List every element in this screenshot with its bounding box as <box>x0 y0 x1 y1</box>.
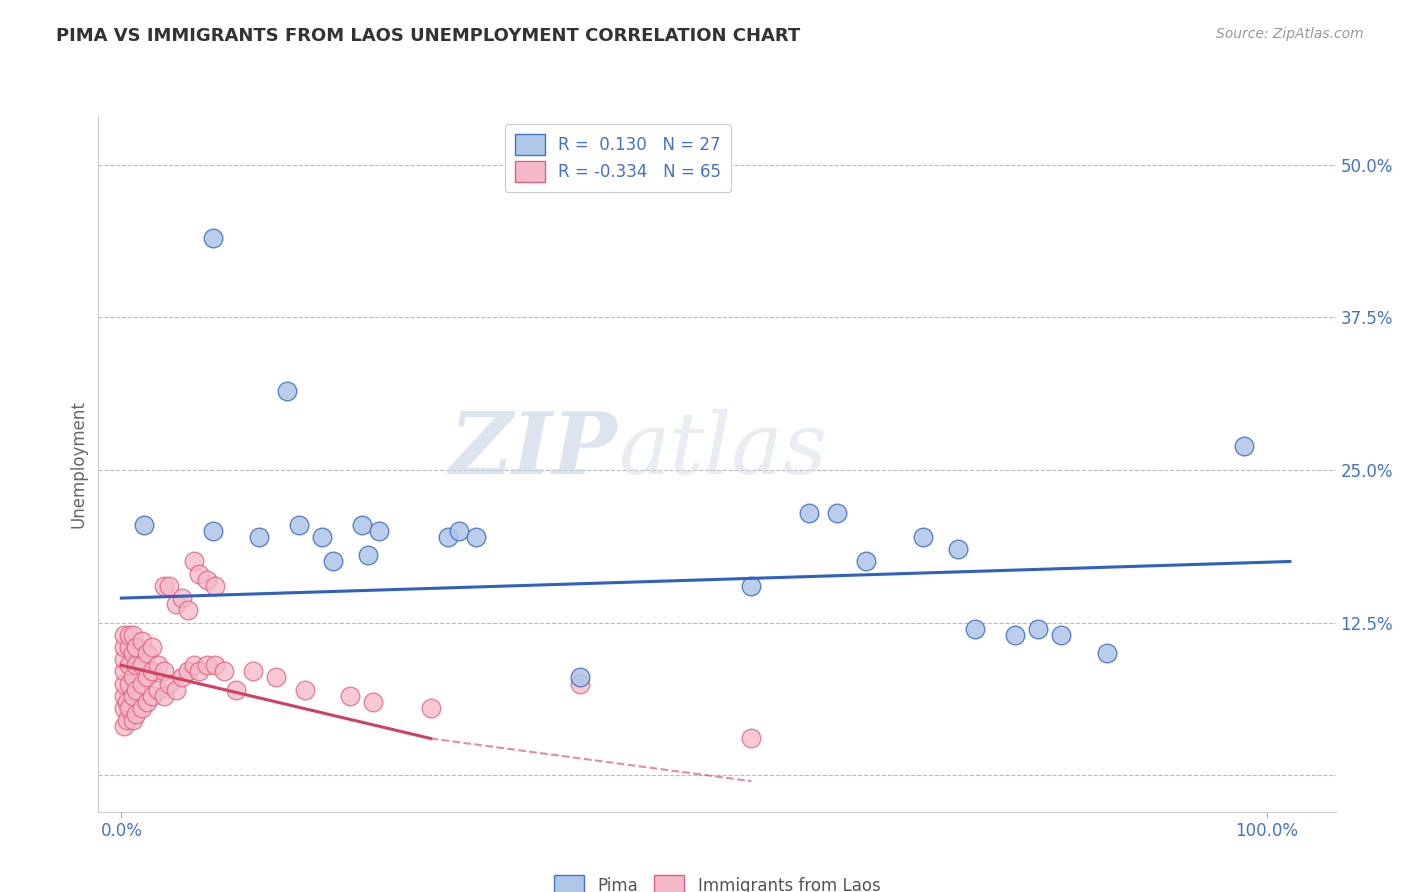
Point <box>112 701 135 715</box>
Point <box>740 579 762 593</box>
Point <box>112 689 135 703</box>
Point <box>141 640 163 654</box>
Point <box>112 665 135 679</box>
Point <box>121 689 143 703</box>
Point <box>1049 628 1071 642</box>
Point <box>118 701 141 715</box>
Point <box>112 676 135 690</box>
Text: ZIP: ZIP <box>450 409 619 491</box>
Point <box>946 542 969 557</box>
Point <box>125 682 148 697</box>
Point <box>165 682 187 697</box>
Point <box>112 628 135 642</box>
Point <box>177 665 200 679</box>
Point <box>201 524 224 538</box>
Point <box>1095 646 1118 660</box>
Point <box>159 579 181 593</box>
Point <box>1004 628 1026 642</box>
Point <box>177 603 200 617</box>
Point <box>115 713 138 727</box>
Point <box>188 665 211 679</box>
Point <box>118 640 141 654</box>
Point <box>294 682 316 697</box>
Point <box>141 689 163 703</box>
Point <box>159 676 181 690</box>
Point <box>363 695 385 709</box>
Point <box>264 670 287 684</box>
Text: PIMA VS IMMIGRANTS FROM LAOS UNEMPLOYMENT CORRELATION CHART: PIMA VS IMMIGRANTS FROM LAOS UNEMPLOYMEN… <box>56 27 800 45</box>
Point <box>112 652 135 666</box>
Point <box>225 682 247 697</box>
Point <box>247 530 270 544</box>
Point <box>827 506 849 520</box>
Point <box>135 646 157 660</box>
Point <box>121 628 143 642</box>
Point <box>188 566 211 581</box>
Point <box>131 701 153 715</box>
Point <box>125 658 148 673</box>
Point <box>204 579 226 593</box>
Point <box>855 554 877 568</box>
Point <box>131 633 153 648</box>
Point <box>204 658 226 673</box>
Point <box>311 530 333 544</box>
Y-axis label: Unemployment: Unemployment <box>69 400 87 528</box>
Point <box>115 695 138 709</box>
Point <box>146 682 169 697</box>
Point <box>568 670 591 684</box>
Text: Source: ZipAtlas.com: Source: ZipAtlas.com <box>1216 27 1364 41</box>
Point <box>118 628 141 642</box>
Point <box>125 707 148 722</box>
Point <box>121 646 143 660</box>
Point <box>201 231 224 245</box>
Text: atlas: atlas <box>619 409 827 491</box>
Point <box>322 554 344 568</box>
Point <box>350 517 373 532</box>
Point <box>152 665 174 679</box>
Point <box>152 579 174 593</box>
Point <box>131 676 153 690</box>
Point <box>449 524 471 538</box>
Point <box>165 597 187 611</box>
Point <box>141 665 163 679</box>
Point <box>118 658 141 673</box>
Point <box>131 658 153 673</box>
Point <box>170 591 193 606</box>
Point <box>214 665 236 679</box>
Point <box>568 676 591 690</box>
Point <box>112 719 135 733</box>
Point <box>356 549 378 563</box>
Point <box>437 530 460 544</box>
Point <box>276 384 298 398</box>
Point <box>125 640 148 654</box>
Point <box>118 676 141 690</box>
Point <box>242 665 264 679</box>
Point <box>195 658 218 673</box>
Point <box>419 701 441 715</box>
Point <box>963 622 986 636</box>
Point <box>1026 622 1049 636</box>
Point <box>912 530 935 544</box>
Point <box>170 670 193 684</box>
Point <box>368 524 391 538</box>
Point <box>152 689 174 703</box>
Point <box>183 658 205 673</box>
Point <box>121 713 143 727</box>
Point <box>146 658 169 673</box>
Point <box>112 640 135 654</box>
Point <box>183 554 205 568</box>
Point <box>135 695 157 709</box>
Point <box>288 517 311 532</box>
Point <box>797 506 820 520</box>
Point <box>465 530 488 544</box>
Point <box>740 731 762 746</box>
Point <box>195 573 218 587</box>
Point <box>339 689 361 703</box>
Point <box>121 670 143 684</box>
Point <box>1233 438 1256 452</box>
Point <box>134 517 156 532</box>
Point <box>135 670 157 684</box>
Legend: Pima, Immigrants from Laos: Pima, Immigrants from Laos <box>547 869 887 892</box>
